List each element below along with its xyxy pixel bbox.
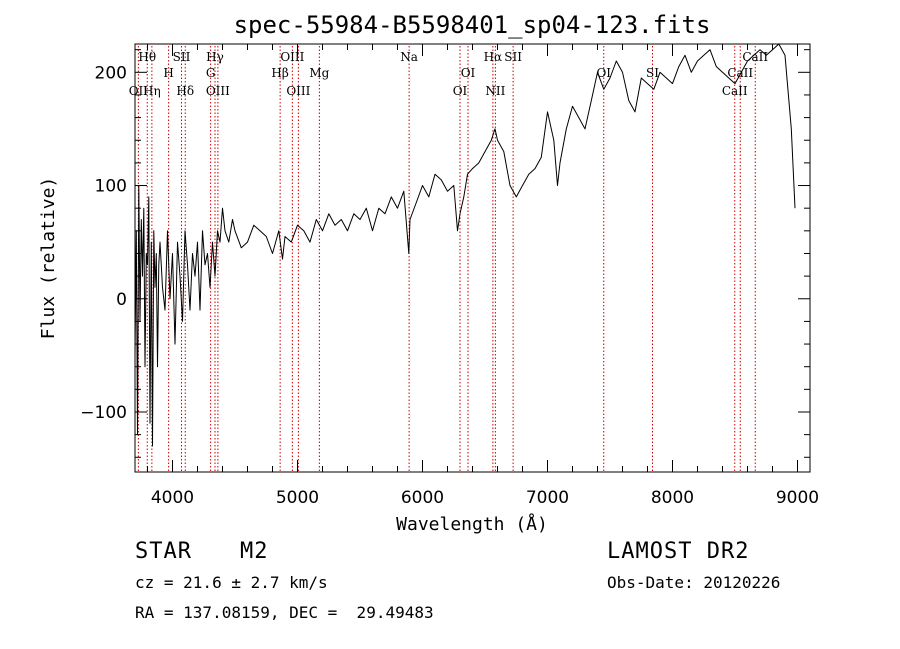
line-label: OII — [129, 84, 149, 98]
line-label: NII — [485, 84, 505, 98]
x-tick-label: 7000 — [526, 488, 569, 508]
redshift-readout: cz = 21.6 ± 2.7 km/s — [135, 573, 328, 592]
line-label: SII — [504, 50, 522, 64]
line-label: OI — [453, 84, 468, 98]
line-label: Hα — [484, 50, 503, 64]
line-label: SII — [173, 50, 191, 64]
line-label: CaII — [722, 84, 748, 98]
y-tick-label: 0 — [116, 290, 127, 310]
y-tick-label: −100 — [80, 403, 127, 423]
coordinates-readout: RA = 137.08159, DEC = 29.49483 — [135, 603, 434, 622]
line-label: OIII — [286, 84, 310, 98]
line-label: OI — [596, 66, 611, 80]
line-label: Mg — [309, 66, 329, 80]
line-label: Hθ — [138, 50, 156, 64]
observation-date: Obs-Date: 20120226 — [607, 573, 781, 592]
spectrum-chart: spec-55984-B5598401_sp04-123.fits 4000 50… — [38, 11, 819, 535]
line-label: SI — [646, 66, 659, 80]
spectrum-line — [134, 43, 796, 447]
line-labels: HθOIIHηHSIIHδHγGOIIIHβOIIIOIIIMgNaOIOIHα… — [129, 50, 769, 98]
line-label: Hδ — [176, 84, 194, 98]
line-label: CaII — [727, 66, 753, 80]
line-label: Hη — [143, 84, 161, 98]
line-label: Na — [400, 50, 418, 64]
line-label: OIII — [206, 84, 230, 98]
line-label: H — [163, 66, 173, 80]
x-axis-label: Wavelength (Å) — [396, 513, 548, 535]
axis-ticks: 4000 5000 6000 7000 8000 9000 −100 0 100 200 — [80, 44, 819, 508]
x-tick-label: 6000 — [401, 488, 444, 508]
y-tick-label: 200 — [95, 63, 127, 83]
line-label: Hγ — [206, 50, 224, 64]
line-label: CaII — [742, 50, 768, 64]
chart-title: spec-55984-B5598401_sp04-123.fits — [234, 11, 711, 39]
y-axis-label: Flux (relative) — [38, 177, 59, 340]
line-label: OIII — [280, 50, 304, 64]
line-label: G — [206, 66, 216, 80]
object-subclass: M2 — [240, 539, 269, 564]
x-tick-label: 9000 — [776, 488, 819, 508]
survey-name: LAMOST DR2 — [607, 539, 750, 564]
y-tick-label: 100 — [95, 177, 127, 197]
line-label: OI — [461, 66, 476, 80]
x-tick-label: 4000 — [151, 488, 194, 508]
line-markers — [137, 46, 756, 472]
object-class: STAR — [135, 539, 192, 564]
line-label: Hβ — [271, 66, 288, 80]
plot-frame — [134, 43, 811, 473]
x-tick-label: 5000 — [276, 488, 319, 508]
spectrum-line-group — [134, 43, 796, 447]
x-tick-label: 8000 — [651, 488, 694, 508]
